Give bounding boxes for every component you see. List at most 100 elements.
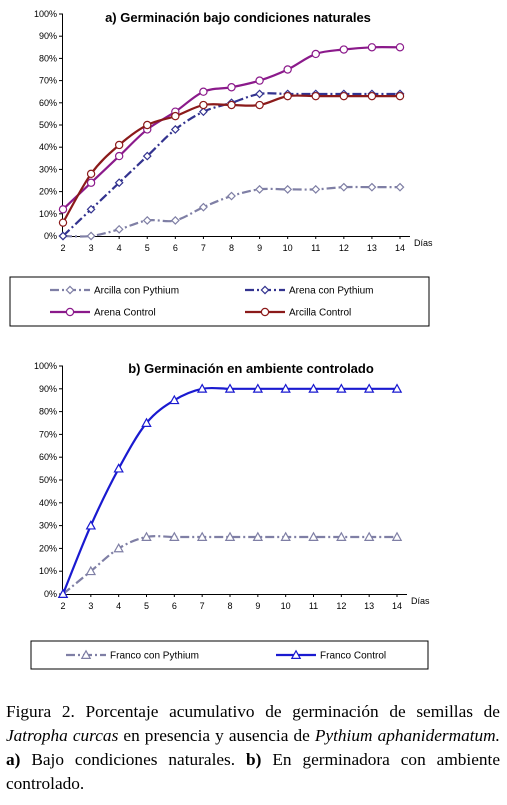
x-tick-label: 13 <box>364 601 374 611</box>
legend-item-arena-con-pythium: Arena con Pythium <box>245 286 374 297</box>
data-point <box>114 178 124 188</box>
y-tick-label: 90% <box>39 31 57 41</box>
y-tick-label: 10% <box>39 566 57 576</box>
data-point <box>283 65 292 74</box>
data-point <box>227 191 236 201</box>
data-point <box>199 87 208 96</box>
data-point <box>114 151 124 161</box>
x-tick-label: 13 <box>367 243 377 253</box>
x-tick-label: 3 <box>88 601 93 611</box>
x-tick-label: 6 <box>173 243 178 253</box>
data-point <box>311 184 321 194</box>
series-line <box>61 386 397 595</box>
data-point <box>255 89 265 99</box>
y-tick-label: 50% <box>39 120 57 130</box>
data-point <box>171 111 180 121</box>
x-tick-label: 11 <box>311 243 320 253</box>
legend-label: Arena Control <box>94 308 156 319</box>
data-point <box>196 383 208 393</box>
data-point <box>199 100 208 110</box>
data-point <box>252 383 264 393</box>
legend-swatch-marker <box>290 649 302 659</box>
y-tick-label: 40% <box>39 142 57 152</box>
data-point <box>141 531 152 541</box>
data-point <box>311 49 320 59</box>
y-tick-label: 80% <box>39 53 57 63</box>
y-tick-label: 20% <box>39 543 57 553</box>
caption-text-2: en presencia y ausencia de <box>118 726 315 745</box>
series-line <box>62 94 400 224</box>
caption-species-2: Pythium aphanidermatum. <box>314 726 500 745</box>
figure-caption: Figura 2. Porcentaje acumulativo de germ… <box>6 700 500 796</box>
data-point <box>395 91 405 101</box>
series-franco-con-pythium <box>57 531 403 598</box>
series-franco-control <box>57 383 403 598</box>
x-tick-label: 5 <box>144 601 149 611</box>
y-tick-label: 20% <box>39 187 57 197</box>
y-tick-label: 30% <box>39 521 57 531</box>
x-tick-label: 6 <box>172 601 177 611</box>
y-tick-label: 30% <box>39 164 57 174</box>
legend-item-arena-control: Arena Control <box>50 308 156 319</box>
legend-box <box>9 276 430 327</box>
caption-species-1: Jatropha curcas <box>6 726 119 745</box>
series-line <box>62 92 400 237</box>
caption-part-a-text: Bajo condiciones naturales. <box>20 750 247 769</box>
series-line <box>62 46 401 211</box>
data-point <box>114 224 124 234</box>
data-point <box>367 182 377 192</box>
data-point <box>336 531 347 541</box>
data-point <box>196 531 208 541</box>
data-point <box>283 91 292 101</box>
data-point <box>170 124 180 134</box>
x-tick-label: 4 <box>117 243 122 253</box>
data-point <box>58 205 68 214</box>
x-tick-label: 7 <box>200 601 205 611</box>
y-tick-label: 0% <box>44 589 57 599</box>
data-point <box>280 531 291 541</box>
x-tick-label: 2 <box>60 601 65 611</box>
data-point <box>339 91 349 101</box>
data-point <box>255 184 265 194</box>
series-arcilla-con-pythium <box>58 182 405 241</box>
data-point <box>142 151 152 161</box>
chart-title: b) Germinación en ambiente controlado <box>128 361 374 376</box>
data-point <box>336 383 347 393</box>
data-point <box>395 43 405 52</box>
data-point <box>311 91 320 101</box>
x-tick-label: 8 <box>227 601 232 611</box>
legend-label: Arcilla con Pythium <box>94 286 179 297</box>
data-point <box>391 383 403 393</box>
figure-canvas: a) Germinación bajo condiciones naturale… <box>9 9 433 670</box>
legend-swatch-marker <box>65 285 75 295</box>
data-point <box>339 182 349 192</box>
legend-item-arcilla-con-pythium: Arcilla con Pythium <box>50 286 179 297</box>
x-tick-label: 4 <box>116 601 121 611</box>
x-tick-label: 11 <box>309 601 318 611</box>
data-point <box>252 531 264 541</box>
x-tick-label: 12 <box>336 601 346 611</box>
data-point <box>255 100 264 110</box>
caption-part-b-label: b) <box>246 750 262 769</box>
y-tick-label: 10% <box>39 209 57 219</box>
y-tick-label: 90% <box>39 384 57 394</box>
caption-text-1: Porcentaje acumulativo de germinación de… <box>74 702 500 721</box>
y-tick-label: 80% <box>39 407 57 417</box>
chart-b-germinacion-controlado: b) Germinación en ambiente controlado 0% 1… <box>30 361 430 670</box>
data-point <box>363 383 375 393</box>
data-point <box>170 216 180 225</box>
x-tick-label: 12 <box>339 243 349 253</box>
legend-swatch-marker <box>260 307 270 317</box>
legend-label: Arcilla Control <box>289 308 351 319</box>
x-tick-label: 9 <box>255 601 260 611</box>
data-point <box>391 531 403 541</box>
y-tick-label: 40% <box>39 498 57 508</box>
chart-a-germinacion-naturales: a) Germinación bajo condiciones naturale… <box>9 9 433 327</box>
data-point <box>367 91 377 101</box>
data-point <box>86 178 96 187</box>
data-point <box>283 184 293 194</box>
caption-label: Figura 2. <box>6 702 75 721</box>
data-point <box>367 43 377 52</box>
y-tick-label: 100% <box>34 9 57 19</box>
data-point <box>113 463 124 473</box>
